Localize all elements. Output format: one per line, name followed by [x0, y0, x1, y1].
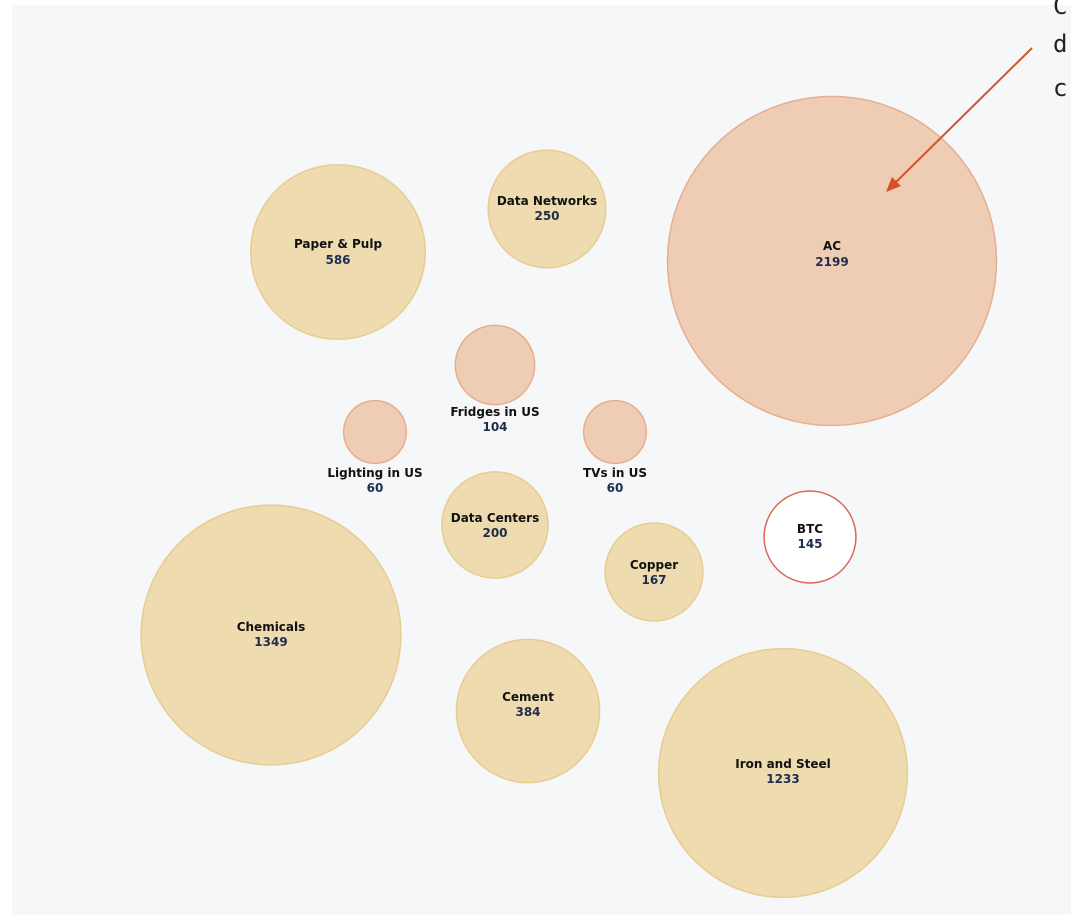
bubble-value: 250 [534, 209, 559, 223]
bubble-label: TVs in US [583, 466, 647, 480]
bubble [604, 522, 704, 622]
bubble-value: 200 [482, 526, 507, 540]
annotation-line: C [1053, 0, 1067, 20]
bubble [763, 490, 857, 584]
annotation-line: d [1053, 30, 1067, 58]
bubble [342, 399, 408, 465]
bubble-value: 1349 [254, 635, 287, 649]
bubble [657, 647, 909, 899]
annotation-line: c [1053, 74, 1067, 102]
bubble-label: BTC [797, 522, 823, 536]
bubble-label: Data Networks [497, 194, 597, 208]
bubble-value: 384 [515, 705, 540, 719]
bubble-label: AC [823, 239, 841, 253]
bubble-label: Lighting in US [327, 466, 422, 480]
bubble [249, 163, 427, 341]
bubble [140, 504, 402, 766]
bubble [666, 95, 998, 427]
bubble-label: Paper & Pulp [294, 237, 382, 251]
bubble-label: Cement [502, 690, 554, 704]
bubble-value: 60 [607, 481, 624, 495]
annotation-arrowhead [886, 177, 901, 192]
bubble-value: 167 [641, 573, 666, 587]
bubble [487, 149, 607, 269]
bubble [455, 638, 601, 784]
bubble-label: Copper [630, 558, 678, 572]
bubble-label: Data Centers [451, 511, 540, 525]
bubble-label: Iron and Steel [735, 757, 831, 771]
bubble-value: 2199 [815, 255, 848, 269]
bubble [582, 399, 648, 465]
annotation-arrow [894, 47, 1033, 184]
bubble [441, 471, 549, 579]
bubble-value: 145 [797, 537, 822, 551]
bubble-label: Chemicals [237, 620, 306, 634]
bubble-value: 60 [367, 481, 384, 495]
bubble-value: 586 [325, 253, 350, 267]
bubble-value: 1233 [766, 772, 799, 786]
bubble-label: Fridges in US [450, 405, 539, 419]
bubble-value: 104 [482, 420, 507, 434]
bubble [454, 324, 536, 406]
